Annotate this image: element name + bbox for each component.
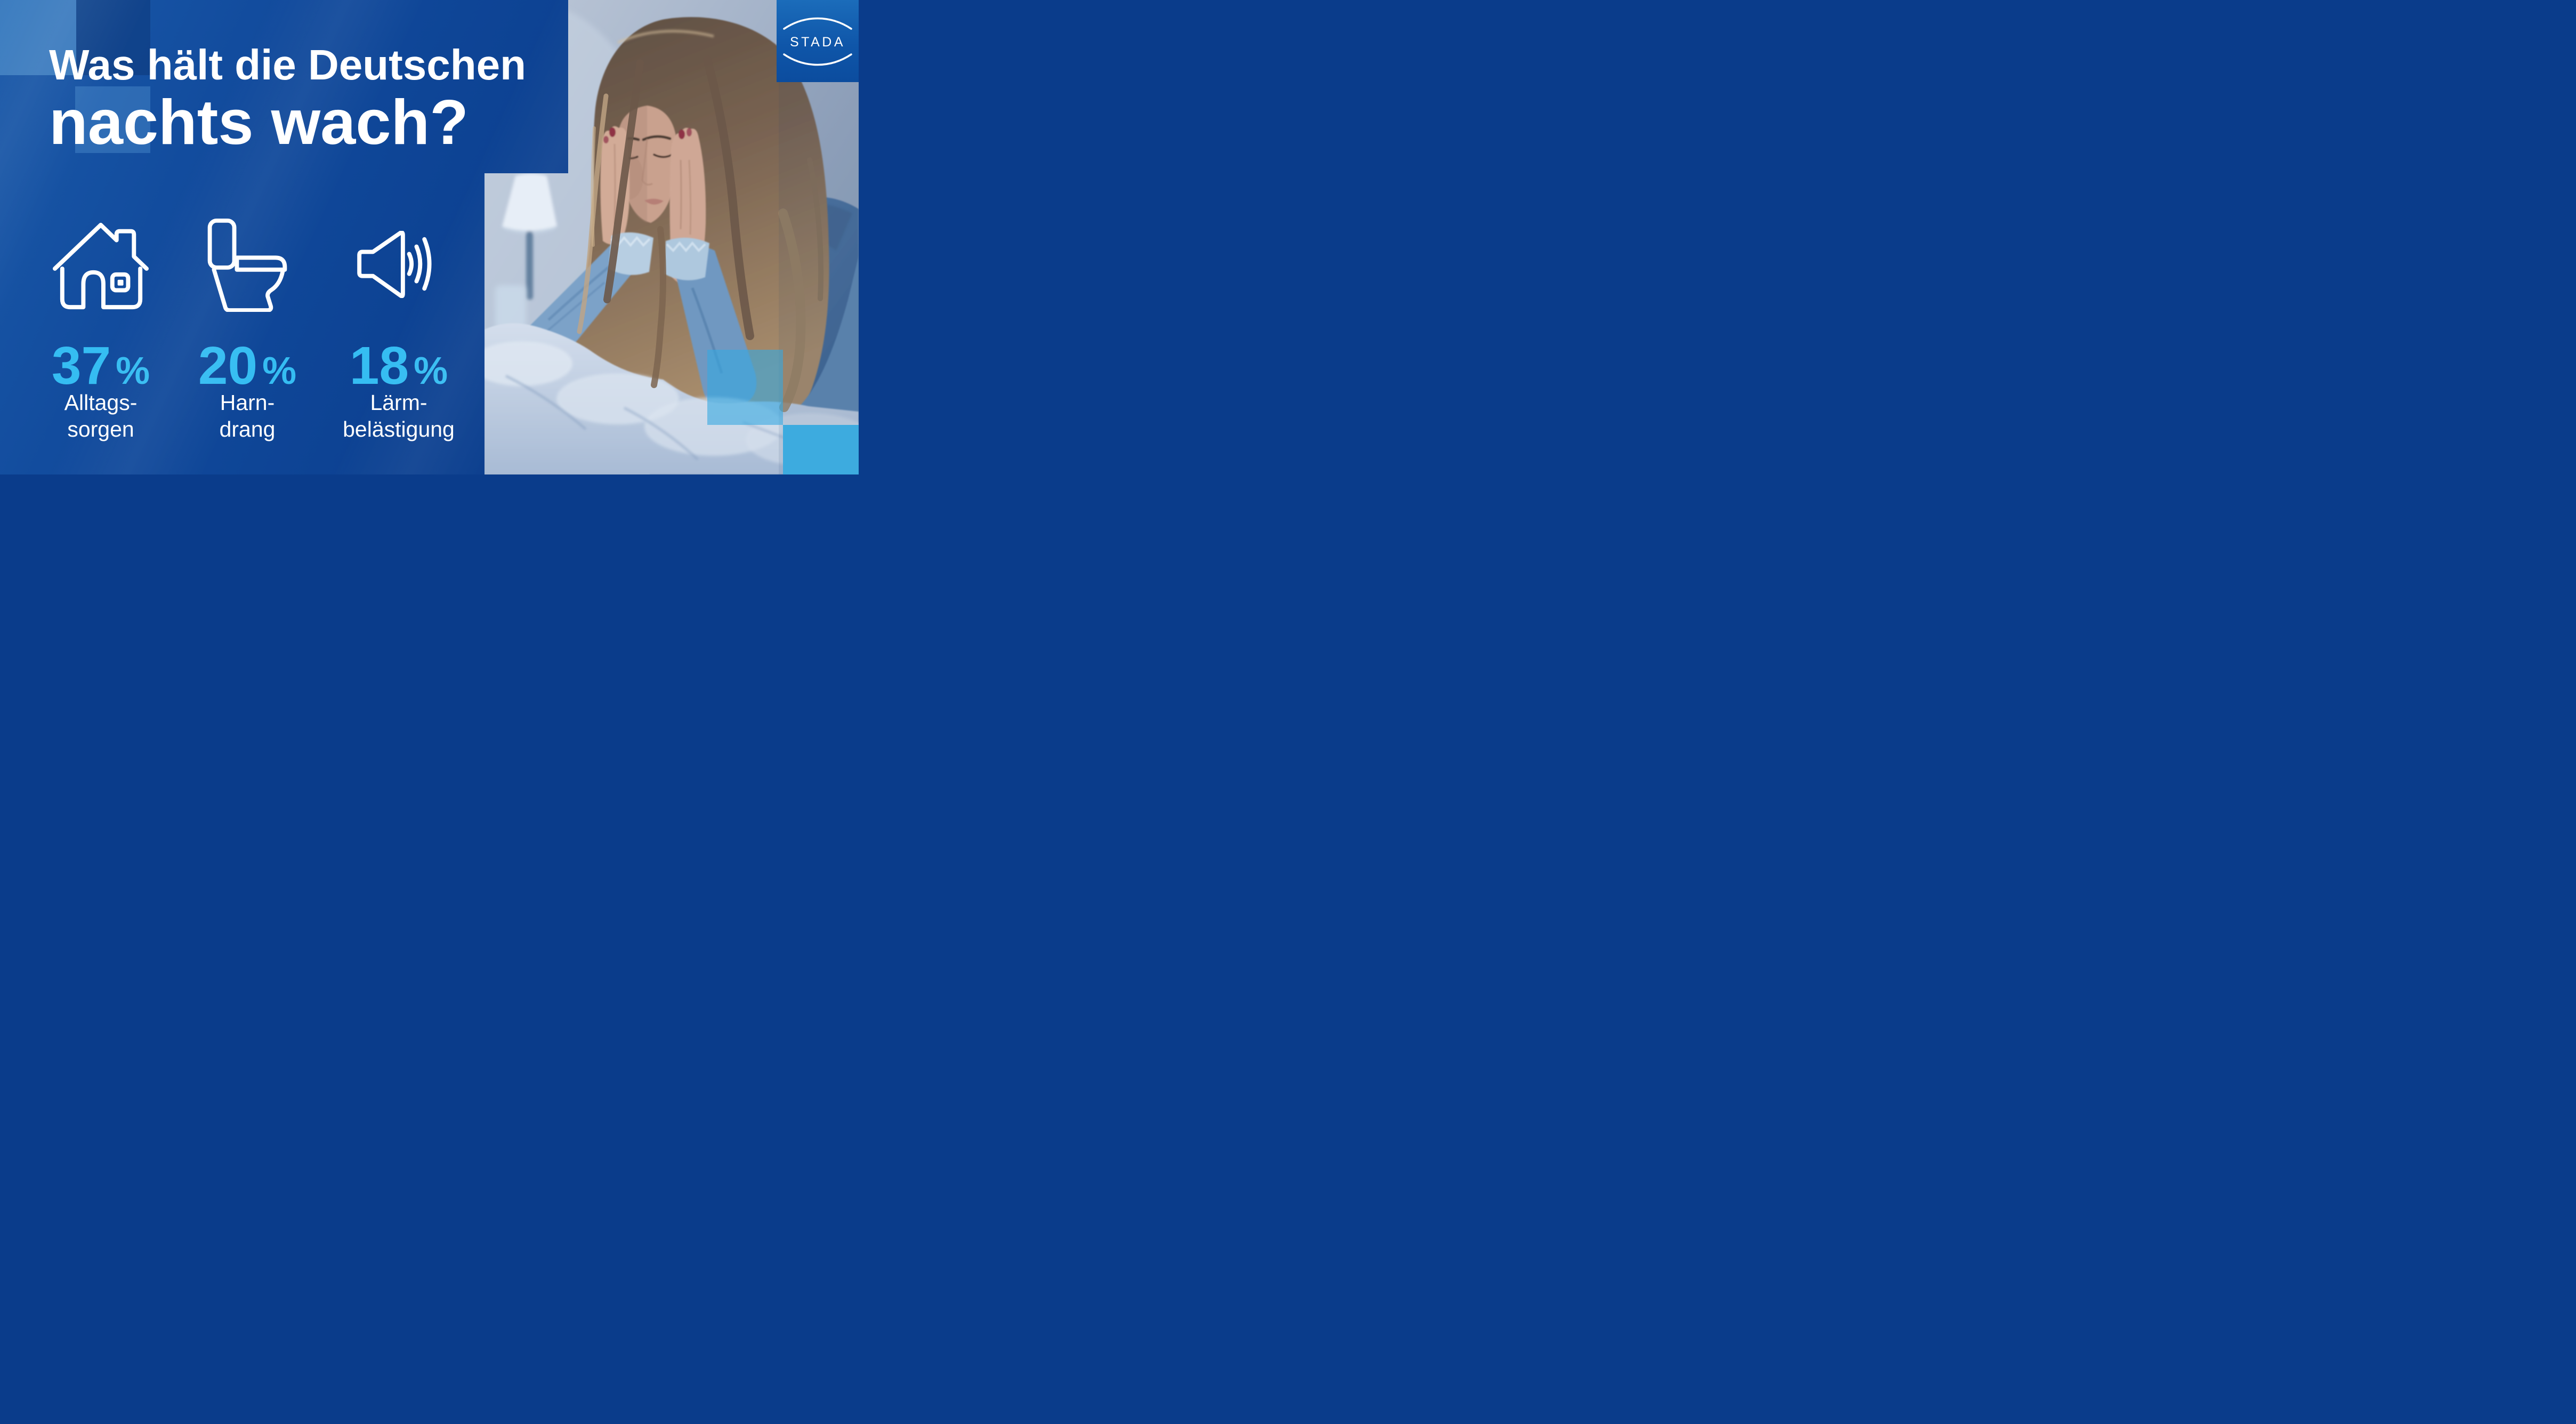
stat-label: Alltags- sorgen	[64, 390, 138, 441]
stat-value-unit: %	[262, 350, 297, 392]
red-fingernail	[679, 130, 685, 139]
stat-value-number: 18	[349, 336, 409, 396]
stat-value: 18%	[314, 339, 483, 398]
lace-cuffs	[609, 232, 709, 280]
stat-label: Lärm- belästigung	[343, 390, 455, 441]
stat-value-unit: %	[414, 350, 448, 392]
stat-alltagssorgen: 37% Alltags- sorgen	[21, 0, 181, 474]
hair-shine	[617, 29, 714, 44]
stat-label: Harn- drang	[219, 390, 276, 441]
stada-logo: STADA	[777, 0, 859, 82]
toilet-icon	[207, 218, 287, 312]
accent-square-solid	[783, 425, 859, 474]
deco-square-light	[0, 0, 76, 75]
deco-square-dark	[76, 0, 150, 75]
logo-arc-top	[783, 17, 852, 30]
red-fingernail	[609, 127, 616, 137]
headline-line-1: Was hält die Deutschen	[49, 41, 526, 89]
infographic-poster: Was hält die Deutschen nachts wach? 37% …	[0, 0, 859, 474]
accent-square-translucent	[707, 350, 783, 425]
stat-laermbelaestigung: 18% Lärm- belästigung	[314, 0, 483, 474]
hair-front-strands	[577, 55, 824, 412]
stat-value: 37%	[21, 339, 181, 398]
stat-value-number: 37	[51, 336, 111, 396]
deco-square-medium	[75, 86, 150, 153]
stat-harndrang: 20% Harn- drang	[167, 0, 327, 474]
stat-value: 20%	[167, 339, 327, 398]
content-panel: Was hält die Deutschen nachts wach? 37% …	[0, 0, 568, 474]
speaker-icon	[357, 231, 432, 298]
stada-logo-mark: STADA	[783, 17, 852, 66]
house-icon	[53, 222, 149, 310]
stat-value-number: 20	[198, 336, 258, 396]
headline-line-2: nachts wach?	[49, 87, 469, 158]
logo-arc-bottom	[783, 53, 852, 66]
logo-wordmark: STADA	[790, 35, 845, 50]
stat-value-unit: %	[116, 350, 150, 392]
bedside-lamp	[502, 173, 557, 300]
